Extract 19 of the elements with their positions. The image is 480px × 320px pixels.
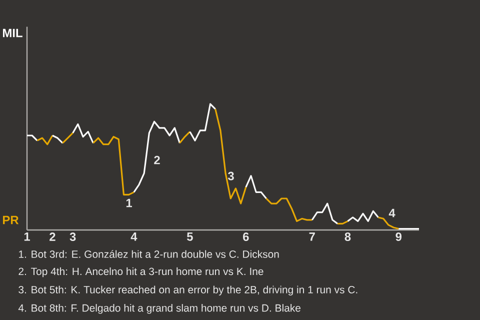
x-tick-label: 7: [309, 232, 315, 241]
x-tick-label: 4: [130, 232, 138, 241]
x-tick-label: 8: [344, 232, 351, 241]
x-tick-label: 6: [243, 232, 249, 241]
text: 4. Bot 8th: F. Delgado hit a grand slam home run vs D. Blake: [18, 304, 300, 314]
annotation: 3: [228, 172, 234, 180]
x-tick-label: 1: [24, 232, 30, 241]
text: 3. Bot 5th: K. Tucker reached on an error by the 2B, driving in 1 run vs C.: [18, 286, 358, 296]
text: PR: [3, 216, 19, 224]
annotation: 2: [154, 156, 160, 164]
x-tick-label: 2: [50, 232, 56, 241]
text: MIL: [3, 28, 22, 38]
x-tick-label: 3: [70, 232, 76, 242]
annotation: 4: [388, 208, 396, 218]
text: 2. Top 4th: H. Ancelno hit a 3-run home run vs K. Ine: [18, 267, 264, 278]
x-tick-label: 5: [186, 232, 193, 241]
x-tick-label: 9: [396, 232, 402, 241]
annotation: 1: [126, 198, 132, 208]
text: 1. Bot 3rd: E. González hit a 2-run double vs C. Dickson: [19, 250, 279, 258]
